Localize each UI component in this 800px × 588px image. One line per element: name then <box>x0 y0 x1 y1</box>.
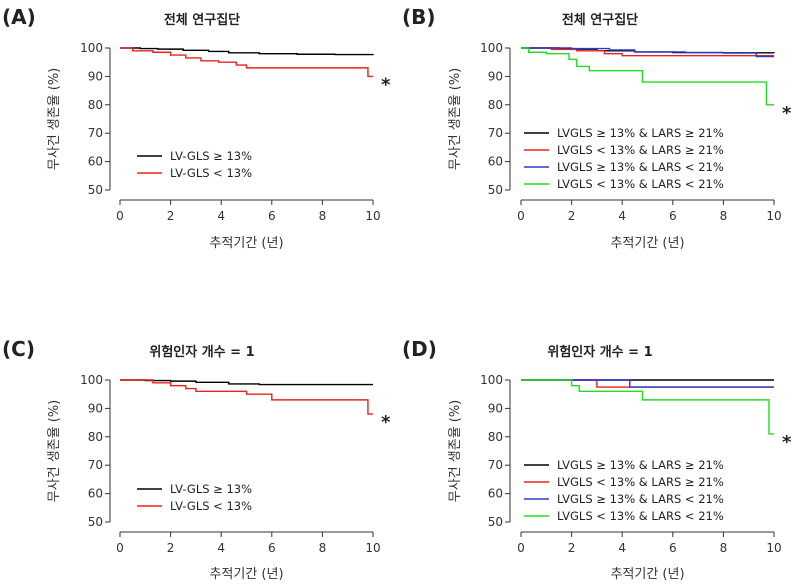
y-tick-label: 60 <box>488 155 503 169</box>
x-tick-label: 10 <box>365 541 380 555</box>
series-line-3 <box>521 47 774 58</box>
x-tick-label: 8 <box>319 209 327 223</box>
y-tick-label: 70 <box>88 458 103 472</box>
x-tick-label: 0 <box>116 209 124 223</box>
x-tick-label: 10 <box>766 541 781 555</box>
y-tick-label: 90 <box>88 401 103 415</box>
x-tick-label: 6 <box>268 209 276 223</box>
y-tick-label: 90 <box>488 69 503 83</box>
x-axis-title: 추적기간 (년) <box>610 567 684 582</box>
series-line-4 <box>521 379 774 435</box>
y-tick-label: 90 <box>488 401 503 415</box>
chart-panel-3: (C) 위험인자 개수 = 1 50 60 70 80 90 100 0 2 4 6 8 10 추적기간 (… <box>2 337 391 582</box>
chart-title: 위험인자 개수 = 1 <box>547 344 652 360</box>
x-tick-label: 4 <box>618 209 626 223</box>
y-tick-label: 80 <box>488 430 503 444</box>
legend-label: LV-GLS < 13% <box>170 166 252 180</box>
y-tick-label: 100 <box>480 373 503 387</box>
series-line-2 <box>521 47 774 57</box>
series-line-2 <box>120 47 373 78</box>
y-tick-label: 100 <box>480 41 503 55</box>
y-tick-label: 50 <box>488 183 503 197</box>
chart-title: 위험인자 개수 = 1 <box>149 344 254 360</box>
y-tick-label: 90 <box>88 69 103 83</box>
y-axis-title: 무사건 생존율 (%) <box>47 68 62 171</box>
y-tick-label: 50 <box>88 183 103 197</box>
x-tick-label: 2 <box>568 209 576 223</box>
legend-label: LVGLS < 13% & LARS < 21% <box>557 509 724 523</box>
legend-label: LV-GLS < 13% <box>170 499 252 513</box>
significance-star: * <box>782 432 792 453</box>
significance-star: * <box>381 74 391 95</box>
x-tick-label: 4 <box>618 541 626 555</box>
y-axis-title: 무사건 생존율 (%) <box>448 400 463 503</box>
x-tick-label: 8 <box>720 209 728 223</box>
y-tick-label: 60 <box>88 155 103 169</box>
y-axis-title: 무사건 생존율 (%) <box>448 68 463 171</box>
y-tick-label: 70 <box>488 126 503 140</box>
legend-label: LVGLS < 13% & LARS ≥ 21% <box>557 143 724 157</box>
chart-title: 전체 연구집단 <box>562 12 638 28</box>
y-tick-label: 50 <box>488 515 503 529</box>
x-tick-label: 4 <box>217 209 225 223</box>
legend-label: LVGLS < 13% & LARS < 21% <box>557 177 724 191</box>
y-tick-label: 80 <box>488 98 503 112</box>
legend-label: LVGLS < 13% & LARS ≥ 21% <box>557 475 724 489</box>
x-tick-label: 10 <box>365 209 380 223</box>
y-tick-label: 50 <box>88 515 103 529</box>
y-tick-label: 60 <box>488 487 503 501</box>
x-tick-label: 0 <box>116 541 124 555</box>
y-tick-label: 80 <box>88 98 103 112</box>
x-axis-title: 추적기간 (년) <box>209 236 283 251</box>
x-tick-label: 2 <box>167 209 175 223</box>
y-tick-label: 60 <box>88 487 103 501</box>
chart-panel-1: (A) 전체 연구집단 50 60 70 80 90 100 0 2 4 6 8 10 추적기간 (년) 무사… <box>2 5 391 251</box>
legend-label: LVGLS ≥ 13% & LARS < 21% <box>557 160 724 174</box>
x-axis-title: 추적기간 (년) <box>610 236 684 251</box>
series-line-4 <box>521 47 774 106</box>
series-line-1 <box>120 47 374 56</box>
panel-label: (B) <box>402 5 436 29</box>
legend-label: LVGLS ≥ 13% & LARS ≥ 21% <box>557 126 724 140</box>
series-line-3 <box>521 379 774 388</box>
x-tick-label: 6 <box>669 209 677 223</box>
significance-star: * <box>381 412 391 433</box>
x-tick-label: 10 <box>766 209 781 223</box>
x-axis-title: 추적기간 (년) <box>209 567 283 582</box>
legend-label: LV-GLS ≥ 13% <box>170 149 252 163</box>
x-tick-label: 6 <box>268 541 276 555</box>
significance-star: * <box>782 103 792 124</box>
panel-label: (C) <box>2 337 35 361</box>
panel-label: (D) <box>402 337 437 361</box>
x-tick-label: 8 <box>720 541 728 555</box>
x-tick-label: 6 <box>669 541 677 555</box>
x-tick-label: 8 <box>319 541 327 555</box>
x-tick-label: 0 <box>517 209 525 223</box>
series-line-2 <box>120 379 373 415</box>
x-tick-label: 4 <box>217 541 225 555</box>
y-tick-label: 80 <box>88 430 103 444</box>
x-tick-label: 2 <box>167 541 175 555</box>
y-axis-title: 무사건 생존율 (%) <box>47 400 62 503</box>
chart-panel-4: (D) 위험인자 개수 = 1 50 60 70 80 90 100 0 2 4 6 8 10 추적기간 (… <box>402 337 792 582</box>
x-tick-label: 0 <box>517 541 525 555</box>
chart-title: 전체 연구집단 <box>164 12 240 28</box>
legend-label: LV-GLS ≥ 13% <box>170 482 252 496</box>
y-tick-label: 100 <box>80 41 103 55</box>
y-tick-label: 70 <box>88 126 103 140</box>
y-tick-label: 100 <box>80 373 103 387</box>
panel-label: (A) <box>2 5 36 29</box>
series-line-2 <box>521 379 774 388</box>
legend-label: LVGLS ≥ 13% & LARS < 21% <box>557 492 724 506</box>
y-tick-label: 70 <box>488 458 503 472</box>
chart-panel-2: (B) 전체 연구집단 50 60 70 80 90 100 0 2 4 6 8 10 추적기간 (년) 무사… <box>402 5 792 251</box>
x-tick-label: 2 <box>568 541 576 555</box>
legend-label: LVGLS ≥ 13% & LARS ≥ 21% <box>557 458 724 472</box>
